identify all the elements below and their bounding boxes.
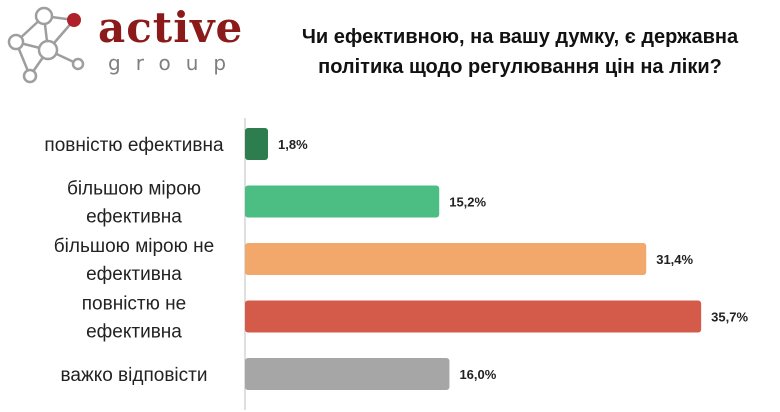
- bar-chart: 1,8% повністю ефективна 15,2% більшою мірою…: [44, 118, 748, 410]
- logo-subtitle: group: [108, 51, 242, 75]
- bar-3: [245, 243, 647, 275]
- category-label-3-line-2: ефективна: [86, 264, 182, 285]
- chart-title-line-1: Чи ефективною, на вашу думку, є державна: [301, 26, 739, 48]
- bar-1: [245, 128, 268, 160]
- chart-title: Чи ефективною, на вашу думку, є державна…: [262, 22, 778, 82]
- category-label-2-line-2: ефективна: [86, 207, 182, 228]
- chart-title-line-2: політика щодо регулювання цін на ліки?: [318, 56, 722, 78]
- category-label-3-line-1: більшою мірою не: [54, 236, 214, 257]
- logo-wordmark: active: [98, 3, 244, 52]
- category-label-1-line-1: повністю ефективна: [44, 135, 224, 156]
- value-label-4: 35,7%: [711, 310, 748, 325]
- category-label-5-line-1: важко відповісти: [61, 365, 208, 386]
- logo-network-icon: [7, 6, 85, 84]
- value-label-5: 16,0%: [459, 367, 496, 382]
- category-label-4-line-1: повністю не: [82, 294, 186, 315]
- logo: active group: [4, 4, 242, 84]
- value-label-1: 1,8%: [278, 137, 308, 152]
- bar-2: [245, 185, 440, 218]
- bar-4: [245, 300, 702, 333]
- category-label-4-line-2: ефективна: [86, 322, 182, 343]
- category-label-2-line-1: більшою мірою: [67, 179, 201, 200]
- bar-5: [245, 358, 450, 390]
- value-label-3: 31,4%: [656, 252, 693, 267]
- value-label-2: 15,2%: [449, 195, 486, 210]
